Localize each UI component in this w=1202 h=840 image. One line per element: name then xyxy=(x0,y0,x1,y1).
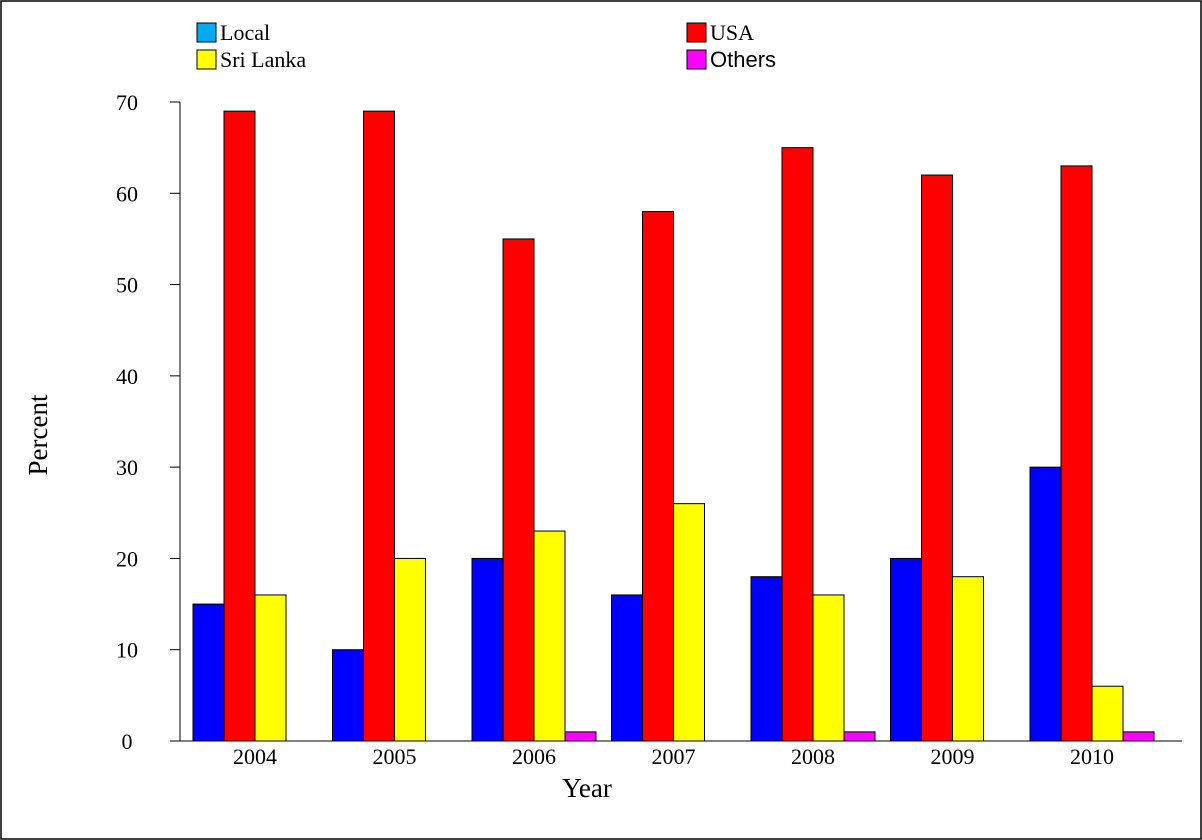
bar-sri-lanka xyxy=(1091,685,1124,742)
bar-usa xyxy=(223,110,256,742)
y-tick-label: 0 xyxy=(122,729,133,754)
bar-local xyxy=(890,557,922,742)
x-tick-label: 2005 xyxy=(373,744,417,769)
legend-label-others: Others xyxy=(710,47,776,72)
bar-usa xyxy=(502,238,535,742)
legend-label-local: Local xyxy=(220,20,270,45)
bar-usa xyxy=(363,110,395,742)
x-tick-label: 2004 xyxy=(233,744,277,769)
bar-local xyxy=(471,557,504,742)
bar-others xyxy=(564,731,597,742)
legend-label-usa: USA xyxy=(710,20,754,45)
x-axis: 2004 2005 2006 2007 2008 2009 2010 xyxy=(180,740,1182,769)
legend-swatch-sri-lanka xyxy=(196,49,217,70)
x-tick-label: 2009 xyxy=(931,744,975,769)
x-tick-label: 2010 xyxy=(1070,744,1114,769)
bar-others xyxy=(1122,731,1155,742)
bar-sri-lanka xyxy=(394,557,426,742)
y-tick-label: 30 xyxy=(116,455,138,480)
bar-sri-lanka xyxy=(254,594,287,742)
y-tick-label: 20 xyxy=(116,546,138,571)
bar-local xyxy=(192,603,225,742)
y-axis-label: Percent xyxy=(23,394,53,475)
bar-sri-lanka xyxy=(952,576,984,742)
bar-local xyxy=(750,576,783,742)
y-axis: 0 10 20 30 40 50 60 70 xyxy=(116,90,181,754)
x-tick-label: 2008 xyxy=(791,744,835,769)
bar-sri-lanka xyxy=(673,503,705,742)
y-tick-label: 40 xyxy=(116,364,138,389)
bar-sri-lanka xyxy=(533,530,566,742)
bar-local xyxy=(1029,466,1062,742)
y-tick-label: 50 xyxy=(116,273,138,298)
x-axis-label: Year xyxy=(562,773,612,803)
legend-swatch-usa xyxy=(686,22,707,43)
bar-local xyxy=(332,649,364,742)
legend: Local USA Sri Lanka Others xyxy=(196,20,776,72)
bar-usa xyxy=(921,174,953,742)
bar-others xyxy=(843,731,876,742)
bar-sri-lanka xyxy=(812,594,845,742)
bars xyxy=(192,110,1155,742)
y-tick-label: 10 xyxy=(116,638,138,663)
y-tick-label: 60 xyxy=(116,181,138,206)
bar-usa xyxy=(781,147,814,742)
bar-usa xyxy=(1060,165,1093,742)
legend-swatch-others xyxy=(686,49,707,70)
bar-local xyxy=(611,594,643,742)
legend-label-sri-lanka: Sri Lanka xyxy=(220,47,306,72)
bar-usa xyxy=(642,211,674,742)
x-tick-label: 2007 xyxy=(652,744,696,769)
y-tick-label: 70 xyxy=(116,90,138,115)
legend-swatch-local xyxy=(196,22,217,43)
x-tick-label: 2006 xyxy=(512,744,556,769)
